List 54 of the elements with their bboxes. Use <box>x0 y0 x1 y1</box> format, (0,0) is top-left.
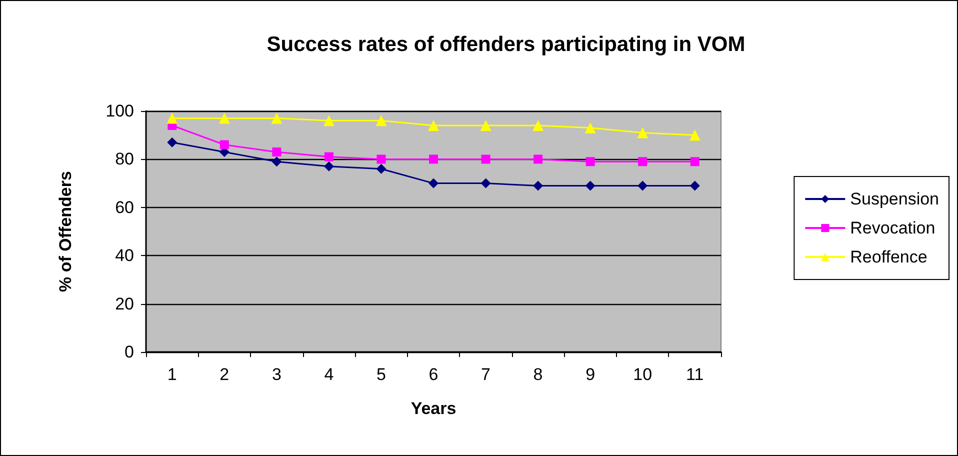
y-tick-label: 40 <box>115 246 134 266</box>
point <box>376 164 386 174</box>
point <box>584 122 596 134</box>
point <box>167 137 178 148</box>
y-axis-title: % of Offenders <box>56 171 75 292</box>
point <box>689 130 700 141</box>
legend-label: Reoffence <box>850 248 928 266</box>
x-tick-label: 4 <box>324 365 334 384</box>
point <box>534 154 543 164</box>
x-tick-label: 3 <box>272 365 282 384</box>
point <box>272 147 282 156</box>
point <box>690 157 700 166</box>
point <box>481 154 490 164</box>
point <box>638 157 648 166</box>
point <box>480 120 492 131</box>
point <box>690 180 700 191</box>
point <box>585 180 596 191</box>
point <box>376 115 387 126</box>
point <box>586 157 595 166</box>
x-tick-label: 6 <box>428 365 438 384</box>
x-tick-label: 8 <box>533 365 543 384</box>
y-tick-label: 60 <box>115 198 134 217</box>
legend-label: Suspension <box>850 190 939 208</box>
x-axis-title: Years <box>410 399 456 418</box>
x-tick-label: 10 <box>633 365 652 384</box>
point <box>428 120 439 131</box>
point <box>218 112 230 124</box>
point <box>532 120 544 131</box>
point <box>324 161 334 172</box>
x-tick-label: 1 <box>167 365 177 384</box>
x-tick-label: 2 <box>220 365 230 384</box>
point <box>533 180 544 191</box>
x-tick-label: 11 <box>686 365 704 384</box>
point <box>272 156 282 167</box>
x-tick-label: 9 <box>586 365 596 384</box>
y-tick-label: 0 <box>124 342 134 362</box>
x-tick-label: 7 <box>481 365 491 384</box>
point <box>166 112 178 124</box>
point <box>323 115 334 126</box>
point <box>324 152 334 162</box>
point <box>220 140 229 150</box>
point <box>376 154 386 164</box>
point <box>637 127 648 138</box>
point <box>271 112 282 124</box>
x-tick-label: 5 <box>376 365 386 384</box>
y-tick-label: 100 <box>106 102 134 120</box>
chart-title: Success rates of offenders participating in VOM <box>266 33 746 56</box>
point <box>638 180 648 191</box>
y-tick-label: 80 <box>115 150 134 169</box>
point <box>428 178 438 188</box>
point <box>429 154 438 164</box>
point <box>480 178 491 188</box>
legend-label: Revocation <box>850 218 936 238</box>
y-tick-label: 20 <box>115 294 134 314</box>
